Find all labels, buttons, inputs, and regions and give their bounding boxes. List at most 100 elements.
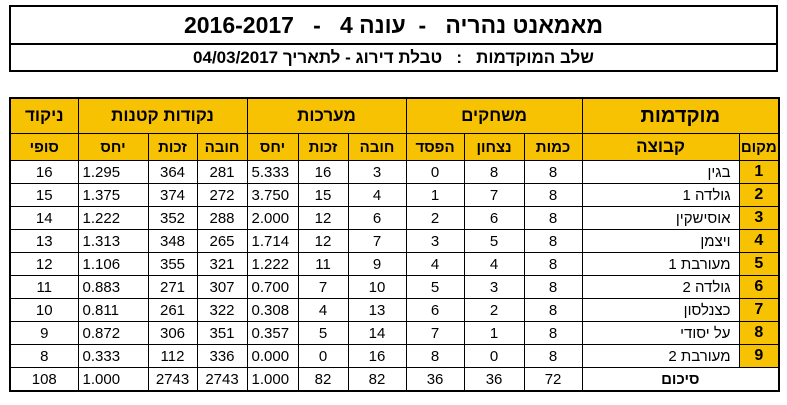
sets-credit-cell: 4 <box>297 298 349 322</box>
col-place: מקום <box>738 133 780 161</box>
games-cell: 8 <box>523 229 583 253</box>
header-sets: מערכות <box>246 97 407 134</box>
sets-debit-cell: 6 <box>347 206 407 230</box>
place-cell: 4 <box>738 229 780 253</box>
pts-debit-cell: 322 <box>196 298 248 322</box>
losses-cell: 1 <box>405 183 465 207</box>
wins-cell: 8 <box>463 160 525 184</box>
table-row: 3 אוסישקין 8 6 2 6 12 2.000 288 352 1.222 14 <box>9 206 780 230</box>
sets-debit-cell: 7 <box>347 229 407 253</box>
pts-debit-cell: 288 <box>196 206 248 230</box>
wins-cell: 7 <box>463 183 525 207</box>
place-cell: 7 <box>738 298 780 322</box>
pts-ratio-cell: 1.375 <box>77 183 149 207</box>
col-pts-ratio: יחס <box>77 133 149 161</box>
score-cell: 15 <box>9 183 79 207</box>
place-cell: 8 <box>738 321 780 345</box>
sets-debit-cell: 3 <box>347 160 407 184</box>
summary-games: 72 <box>523 367 583 392</box>
sets-ratio-cell: 0.700 <box>246 275 299 299</box>
score-cell: 13 <box>9 229 79 253</box>
group-header-row: מוקדמות משחקים מערכות נקודות קטנות ניקוד <box>9 97 780 134</box>
title-box: מאמאנט נהריה - עונה 4 - 2016-2017 שלב המ… <box>9 5 778 72</box>
header-score: ניקוד <box>9 97 79 134</box>
pts-credit-cell: 112 <box>147 344 198 368</box>
pts-debit-cell: 281 <box>196 160 248 184</box>
pts-ratio-cell: 1.222 <box>77 206 149 230</box>
sets-debit-cell: 4 <box>347 183 407 207</box>
summary-pts-credit: 2743 <box>147 367 198 392</box>
losses-cell: 5 <box>405 275 465 299</box>
page-title: מאמאנט נהריה - עונה 4 - 2016-2017 <box>11 7 776 45</box>
pts-credit-cell: 352 <box>147 206 198 230</box>
table-row: 5 מעורבת 1 8 4 4 9 11 1.222 321 355 1.106 12 <box>9 252 780 276</box>
losses-cell: 7 <box>405 321 465 345</box>
place-cell: 5 <box>738 252 780 276</box>
pts-credit-cell: 348 <box>147 229 198 253</box>
col-wins: נצחון <box>463 133 525 161</box>
pts-ratio-cell: 0.872 <box>77 321 149 345</box>
pts-ratio-cell: 1.313 <box>77 229 149 253</box>
summary-row: סיכום 72 36 36 82 82 1.000 2743 2743 1.0… <box>9 367 780 392</box>
score-cell: 11 <box>9 275 79 299</box>
wins-cell: 4 <box>463 252 525 276</box>
team-cell: על יסודי <box>581 321 740 345</box>
sets-debit-cell: 10 <box>347 275 407 299</box>
header-qualifiers: מוקדמות <box>581 97 780 134</box>
losses-cell: 2 <box>405 206 465 230</box>
losses-cell: 6 <box>405 298 465 322</box>
sets-ratio-cell: 3.750 <box>246 183 299 207</box>
sets-credit-cell: 16 <box>297 160 349 184</box>
sets-debit-cell: 13 <box>347 298 407 322</box>
pts-debit-cell: 336 <box>196 344 248 368</box>
pts-credit-cell: 271 <box>147 275 198 299</box>
losses-cell: 4 <box>405 252 465 276</box>
sets-credit-cell: 12 <box>297 206 349 230</box>
wins-cell: 5 <box>463 229 525 253</box>
sets-ratio-cell: 1.222 <box>246 252 299 276</box>
team-cell: מעורבת 2 <box>581 344 740 368</box>
losses-cell: 0 <box>405 160 465 184</box>
score-cell: 12 <box>9 252 79 276</box>
games-cell: 8 <box>523 206 583 230</box>
sets-ratio-cell: 0.357 <box>246 321 299 345</box>
sets-ratio-cell: 0.000 <box>246 344 299 368</box>
sets-debit-cell: 9 <box>347 252 407 276</box>
games-cell: 8 <box>523 183 583 207</box>
losses-cell: 3 <box>405 229 465 253</box>
table-row: 6 גולדה 2 8 3 5 10 7 0.700 307 271 0.883 11 <box>9 275 780 299</box>
table-row: 9 מעורבת 2 8 0 8 16 0 0.000 336 112 0.333 8 <box>9 344 780 368</box>
team-cell: גולדה 2 <box>581 275 740 299</box>
col-sets-ratio: יחס <box>246 133 299 161</box>
team-cell: כצנלסון <box>581 298 740 322</box>
games-cell: 8 <box>523 160 583 184</box>
pts-ratio-cell: 1.106 <box>77 252 149 276</box>
score-cell: 14 <box>9 206 79 230</box>
games-cell: 8 <box>523 344 583 368</box>
table-row: 2 גולדה 1 8 7 1 4 15 3.750 272 374 1.375 15 <box>9 183 780 207</box>
team-cell: מעורבת 1 <box>581 252 740 276</box>
team-cell: בגין <box>581 160 740 184</box>
score-cell: 10 <box>9 298 79 322</box>
pts-credit-cell: 364 <box>147 160 198 184</box>
pts-ratio-cell: 0.333 <box>77 344 149 368</box>
col-pts-debit: חובה <box>196 133 248 161</box>
summary-losses: 36 <box>405 367 465 392</box>
pts-debit-cell: 321 <box>196 252 248 276</box>
wins-cell: 3 <box>463 275 525 299</box>
table-row: 7 כצנלסון 8 2 6 13 4 0.308 322 261 0.811 10 <box>9 298 780 322</box>
pts-ratio-cell: 0.883 <box>77 275 149 299</box>
score-cell: 8 <box>9 344 79 368</box>
pts-credit-cell: 306 <box>147 321 198 345</box>
team-cell: אוסישקין <box>581 206 740 230</box>
place-cell: 1 <box>738 160 780 184</box>
pts-credit-cell: 261 <box>147 298 198 322</box>
pts-credit-cell: 355 <box>147 252 198 276</box>
table-row: 4 ויצמן 8 5 3 7 12 1.714 265 348 1.313 13 <box>9 229 780 253</box>
team-cell: ויצמן <box>581 229 740 253</box>
pts-debit-cell: 272 <box>196 183 248 207</box>
wins-cell: 6 <box>463 206 525 230</box>
sets-credit-cell: 11 <box>297 252 349 276</box>
sets-ratio-cell: 1.714 <box>246 229 299 253</box>
wins-cell: 2 <box>463 298 525 322</box>
